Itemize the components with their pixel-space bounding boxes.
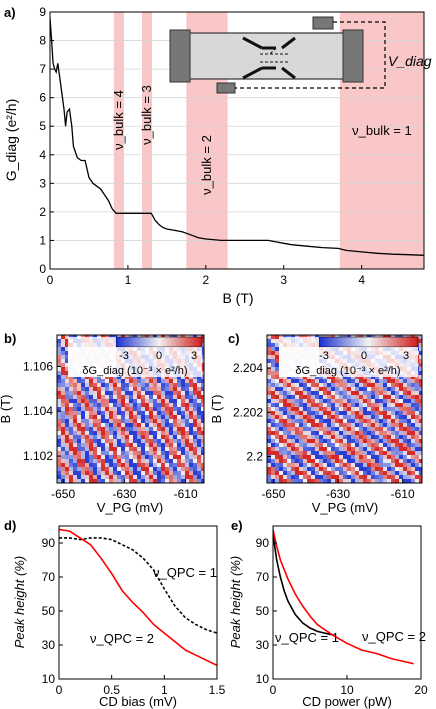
bulk-filling-band — [141, 12, 153, 269]
panel-label-e: e) — [231, 518, 243, 533]
panel-label-d: d) — [4, 518, 16, 533]
x-tick-label: -610 — [391, 487, 415, 501]
series-line — [273, 534, 333, 636]
legend-d-1: ν_QPC = 1 — [153, 565, 217, 580]
device-schematic: V_diag — [169, 16, 432, 94]
y-tick-label: 1 — [39, 233, 46, 247]
y-tick-label: 7 — [39, 62, 46, 76]
panel-label-b: b) — [4, 331, 16, 346]
y-tick-label: 8 — [39, 34, 46, 48]
y-tick-label: 2.202 — [233, 405, 263, 419]
band-label: ν_bulk = 4 — [111, 90, 126, 150]
band-label: ν_bulk = 3 — [139, 85, 154, 145]
series-line — [59, 528, 217, 667]
axis-label-d-x: CD bias (mV) — [99, 694, 177, 709]
v-diag-label: V_diag — [388, 53, 432, 69]
y-tick-label: 0 — [39, 262, 46, 276]
x-tick-label: 1 — [161, 683, 168, 697]
colorbar-b-tick: 3 — [191, 350, 197, 362]
colorbar-c-tick: 0 — [361, 350, 367, 362]
g-diag-trace — [50, 17, 424, 256]
panel-d-plot: 0 0.5 1 1.5 10 30 50 70 90 ν_QPC = 1 ν_QPC = 2 C… — [12, 525, 226, 709]
x-tick-label: 0.5 — [103, 683, 120, 697]
axis-label-a-x: B (T) — [222, 290, 253, 306]
y-tick-label: 1.106 — [23, 359, 53, 373]
x-tick-label: -630 — [326, 487, 350, 501]
axis-label-b-x: V_PG (mV) — [97, 500, 163, 515]
axis-label-c-x: V_PG (mV) — [312, 500, 378, 515]
legend-e-2: ν_QPC = 2 — [362, 629, 426, 644]
panel-b-plot: -3 0 3 δG_diag (10⁻³ × e²/h) -650 -630 -61… — [0, 334, 205, 515]
x-tick-label: 4 — [358, 273, 365, 287]
band-label: ν_bulk = 1 — [352, 123, 412, 138]
y-tick-label: 2.2 — [246, 449, 263, 463]
colorbar-c-tick: 3 — [403, 350, 409, 362]
y-tick-label: 2 — [39, 205, 46, 219]
x-tick-label: 2 — [202, 273, 209, 287]
colorbar-c-label: δG_diag (10⁻³ × e²/h) — [295, 365, 400, 377]
y-tick-label: 70 — [42, 570, 56, 584]
axis-label-b-y: B (T) — [0, 395, 13, 424]
axis-label-a-y: G_diag (e²/h) — [3, 99, 19, 181]
x-tick-label: 10 — [340, 683, 354, 697]
x-tick-label: 3 — [280, 273, 287, 287]
axis-label-e-y: Peak height (%) — [228, 556, 243, 649]
x-tick-label: 0 — [270, 683, 277, 697]
x-tick-label: -650 — [51, 487, 75, 501]
y-tick-label: 9 — [39, 5, 46, 19]
y-tick-label: 6 — [39, 91, 46, 105]
panel-label-a: a) — [4, 5, 16, 20]
colorbar-b: -3 0 3 δG_diag (10⁻³ × e²/h) — [68, 336, 203, 377]
colorbar-b-label: δG_diag (10⁻³ × e²/h) — [82, 365, 187, 377]
colorbar-c-tick: -3 — [319, 350, 329, 362]
y-tick-label: 4 — [39, 148, 46, 162]
y-tick-label: 3 — [39, 176, 46, 190]
panel-a-plot: V_diag 0 1 2 3 4 0 1 2 3 4 5 6 7 8 9 B (T) G_diag (e²/… — [3, 5, 432, 306]
y-tick-label: 90 — [256, 536, 270, 550]
y-tick-label: 50 — [42, 604, 56, 618]
legend-e-1: ν_QPC = 1 — [275, 630, 339, 645]
y-tick-label: 2.204 — [233, 361, 263, 375]
bulk-filling-band — [113, 12, 125, 269]
x-tick-label: -650 — [261, 487, 285, 501]
legend-d-2: ν_QPC = 2 — [90, 631, 154, 646]
x-tick-label: 1.5 — [209, 683, 226, 697]
y-tick-label: 5 — [39, 119, 46, 133]
y-tick-label: 10 — [256, 672, 270, 686]
colorbar-b-tick: 0 — [156, 350, 162, 362]
x-tick-label: 0 — [56, 683, 63, 697]
x-tick-label: -630 — [112, 487, 136, 501]
colorbar-b-tick: -3 — [119, 350, 129, 362]
axis-label-c-y: B (T) — [209, 395, 224, 424]
axis-label-d-y: Peak height (%) — [12, 556, 27, 649]
x-tick-label: -610 — [174, 487, 198, 501]
series-line — [59, 537, 217, 634]
y-tick-label: 1.102 — [23, 449, 53, 463]
series-line — [273, 529, 414, 665]
panel-c-plot: -3 0 3 δG_diag (10⁻³ × e²/h) -650 -630 -61… — [209, 334, 423, 515]
y-tick-label: 50 — [256, 604, 270, 618]
y-tick-label: 30 — [256, 638, 270, 652]
axis-label-e-x: CD power (pW) — [302, 694, 392, 709]
band-label: ν_bulk = 2 — [199, 135, 214, 195]
x-tick-label: 20 — [414, 683, 428, 697]
panel-label-c: c) — [228, 331, 240, 346]
y-tick-label: 10 — [42, 672, 56, 686]
x-tick-label: 0 — [47, 273, 54, 287]
y-tick-label: 1.104 — [23, 404, 53, 418]
y-tick-label: 70 — [256, 570, 270, 584]
colorbar-c: -3 0 3 δG_diag (10⁻³ × e²/h) — [279, 336, 419, 377]
y-tick-label: 30 — [42, 638, 56, 652]
x-tick-label: 1 — [125, 273, 132, 287]
y-tick-label: 90 — [42, 536, 56, 550]
